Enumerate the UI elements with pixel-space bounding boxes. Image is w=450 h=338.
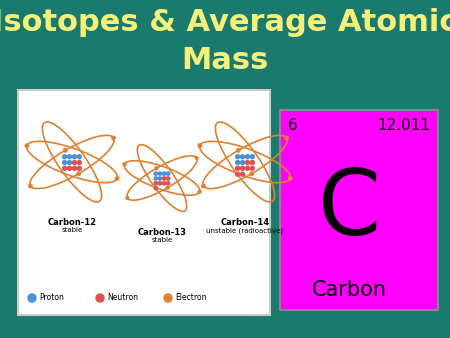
Circle shape	[241, 155, 244, 159]
Circle shape	[236, 172, 239, 176]
Circle shape	[68, 161, 72, 165]
Circle shape	[236, 161, 239, 165]
Circle shape	[241, 172, 244, 176]
Text: Isotopes & Average Atomic: Isotopes & Average Atomic	[0, 8, 450, 37]
Circle shape	[158, 172, 162, 175]
Circle shape	[236, 155, 239, 159]
Circle shape	[241, 166, 244, 170]
Text: 6: 6	[288, 118, 298, 133]
Circle shape	[236, 166, 239, 170]
Circle shape	[162, 177, 166, 180]
Circle shape	[250, 161, 254, 165]
Circle shape	[166, 182, 170, 185]
Circle shape	[154, 177, 158, 180]
Circle shape	[72, 166, 76, 170]
Text: unstable (radioactive): unstable (radioactive)	[207, 227, 284, 234]
Circle shape	[166, 186, 169, 189]
Text: Carbon-13: Carbon-13	[138, 228, 186, 237]
Circle shape	[288, 177, 292, 180]
Circle shape	[77, 166, 81, 170]
Circle shape	[112, 136, 115, 140]
Text: Carbon: Carbon	[312, 280, 387, 300]
Circle shape	[250, 155, 254, 159]
Circle shape	[246, 161, 249, 165]
Circle shape	[77, 155, 81, 159]
Circle shape	[63, 166, 67, 170]
Circle shape	[154, 182, 158, 185]
Circle shape	[285, 136, 288, 140]
Circle shape	[250, 166, 254, 170]
Circle shape	[198, 144, 202, 147]
Text: Proton: Proton	[39, 293, 64, 303]
Circle shape	[29, 184, 32, 188]
FancyBboxPatch shape	[18, 90, 270, 315]
Text: Carbon-14: Carbon-14	[220, 218, 270, 227]
Circle shape	[166, 172, 170, 175]
Circle shape	[68, 155, 72, 159]
Circle shape	[202, 184, 205, 188]
Circle shape	[164, 294, 172, 302]
Text: Mass: Mass	[181, 46, 269, 75]
Text: Carbon-12: Carbon-12	[47, 218, 97, 227]
Circle shape	[63, 155, 67, 159]
Circle shape	[123, 163, 126, 166]
Circle shape	[96, 294, 104, 302]
Circle shape	[63, 161, 67, 165]
Circle shape	[154, 172, 158, 175]
Circle shape	[72, 155, 76, 159]
Circle shape	[162, 182, 166, 185]
Circle shape	[198, 190, 201, 193]
Circle shape	[126, 197, 129, 199]
Circle shape	[154, 187, 158, 190]
Circle shape	[25, 144, 29, 147]
Circle shape	[246, 166, 249, 170]
Circle shape	[195, 156, 198, 160]
Circle shape	[72, 161, 76, 165]
Text: C: C	[318, 166, 381, 254]
Circle shape	[77, 161, 81, 165]
Text: stable: stable	[151, 237, 173, 243]
Circle shape	[241, 161, 244, 165]
Circle shape	[28, 294, 36, 302]
Circle shape	[63, 149, 67, 152]
Circle shape	[166, 177, 170, 180]
Circle shape	[155, 167, 158, 170]
Circle shape	[162, 172, 166, 175]
Circle shape	[250, 172, 253, 175]
Circle shape	[246, 155, 249, 159]
Circle shape	[158, 182, 162, 185]
Circle shape	[237, 149, 240, 152]
Circle shape	[115, 177, 119, 180]
Text: 12.011: 12.011	[377, 118, 430, 133]
Text: Neutron: Neutron	[107, 293, 138, 303]
Circle shape	[158, 177, 162, 180]
Circle shape	[68, 166, 72, 170]
FancyBboxPatch shape	[280, 110, 438, 310]
Text: stable: stable	[61, 227, 83, 233]
Text: Electron: Electron	[175, 293, 207, 303]
Circle shape	[77, 172, 81, 175]
